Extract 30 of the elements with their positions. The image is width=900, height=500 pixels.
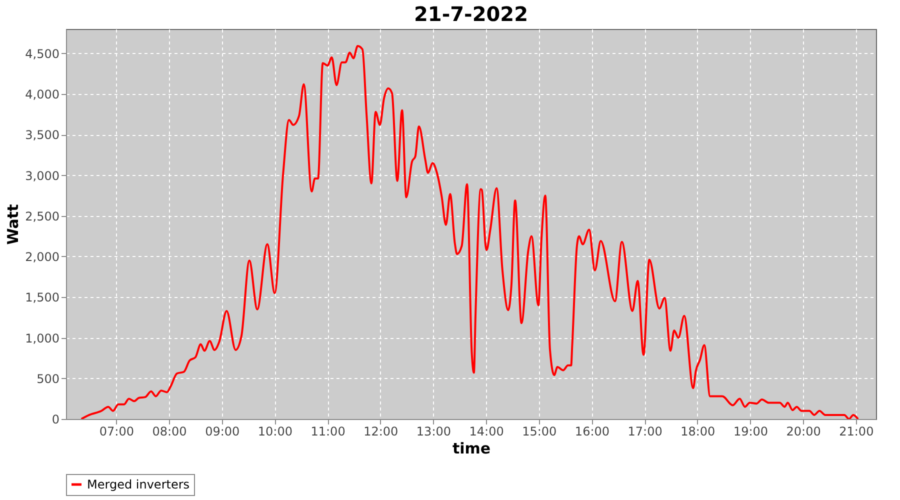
y-tick-label: 2,500 (25, 209, 60, 224)
x-tick-label: 07:00 (99, 424, 134, 438)
y-tick-label: 4,500 (25, 46, 60, 61)
x-tick-label: 09:00 (205, 424, 240, 438)
x-tick-label: 16:00 (574, 424, 610, 438)
y-axis-title: Watt (4, 204, 22, 245)
x-tick-label: 15:00 (522, 424, 557, 438)
chart-title: 21-7-2022 (414, 2, 528, 26)
y-tick-label: 4,000 (25, 88, 60, 102)
x-tick-label: 17:00 (628, 424, 662, 438)
x-tick-label: 18:00 (680, 424, 716, 438)
y-tick-label: 3,000 (25, 168, 60, 183)
line-series (80, 45, 860, 419)
legend-label: Merged inverters (87, 478, 190, 492)
x-tick-label: 10:00 (258, 424, 293, 438)
y-tick-label: 500 (36, 372, 60, 386)
x-tick-label: 13:00 (416, 424, 452, 438)
y-tick-label: 0 (52, 412, 60, 426)
x-axis-title: time (452, 440, 491, 458)
x-tick-label: 14:00 (469, 424, 504, 438)
y-tick-label: 3,500 (25, 128, 60, 142)
y-tick-label: 2,000 (25, 250, 60, 264)
x-tick-label: 20:00 (786, 424, 821, 438)
x-tick-label: 21:00 (839, 424, 874, 438)
y-tick-label: 1,000 (25, 331, 60, 346)
y-tick-label: 1,500 (25, 290, 60, 305)
x-tick-label: 12:00 (364, 424, 398, 438)
x-tick-label: 19:00 (733, 424, 768, 438)
x-tick-label: 08:00 (152, 424, 187, 438)
x-tick-label: 11:00 (310, 424, 346, 438)
